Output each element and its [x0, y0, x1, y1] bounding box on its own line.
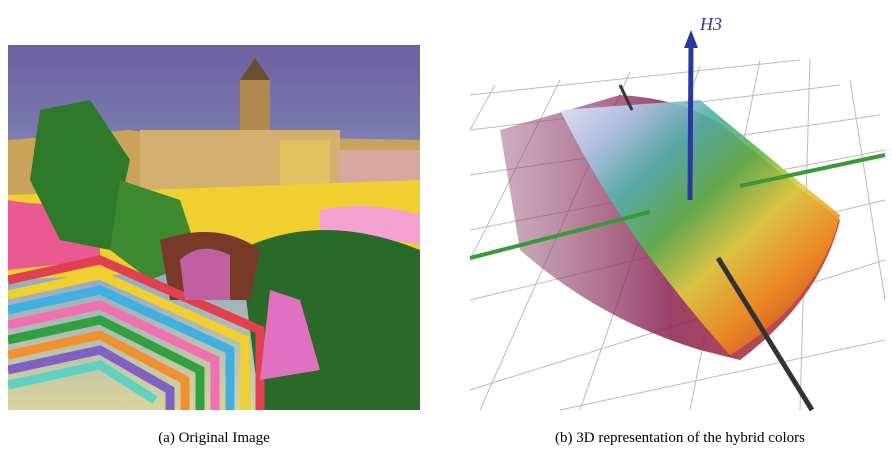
axis-label: H3 — [699, 14, 722, 34]
caption: (a) Original Image — [158, 430, 270, 446]
caption: (b) 3D representation of the hybrid colo… — [555, 430, 805, 446]
color-3d-plot: H3 — [469, 14, 886, 412]
original-image — [8, 45, 420, 410]
